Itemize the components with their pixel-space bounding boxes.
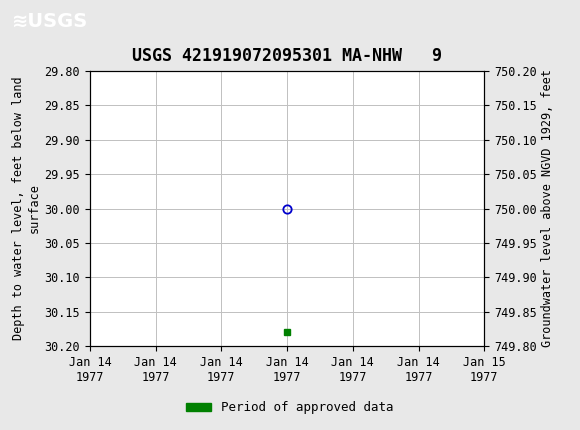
Legend: Period of approved data: Period of approved data	[181, 396, 399, 419]
Y-axis label: Depth to water level, feet below land
surface: Depth to water level, feet below land su…	[12, 77, 41, 341]
Title: USGS 421919072095301 MA-NHW   9: USGS 421919072095301 MA-NHW 9	[132, 47, 442, 65]
Y-axis label: Groundwater level above NGVD 1929, feet: Groundwater level above NGVD 1929, feet	[541, 70, 554, 347]
Text: ≋USGS: ≋USGS	[12, 12, 88, 31]
